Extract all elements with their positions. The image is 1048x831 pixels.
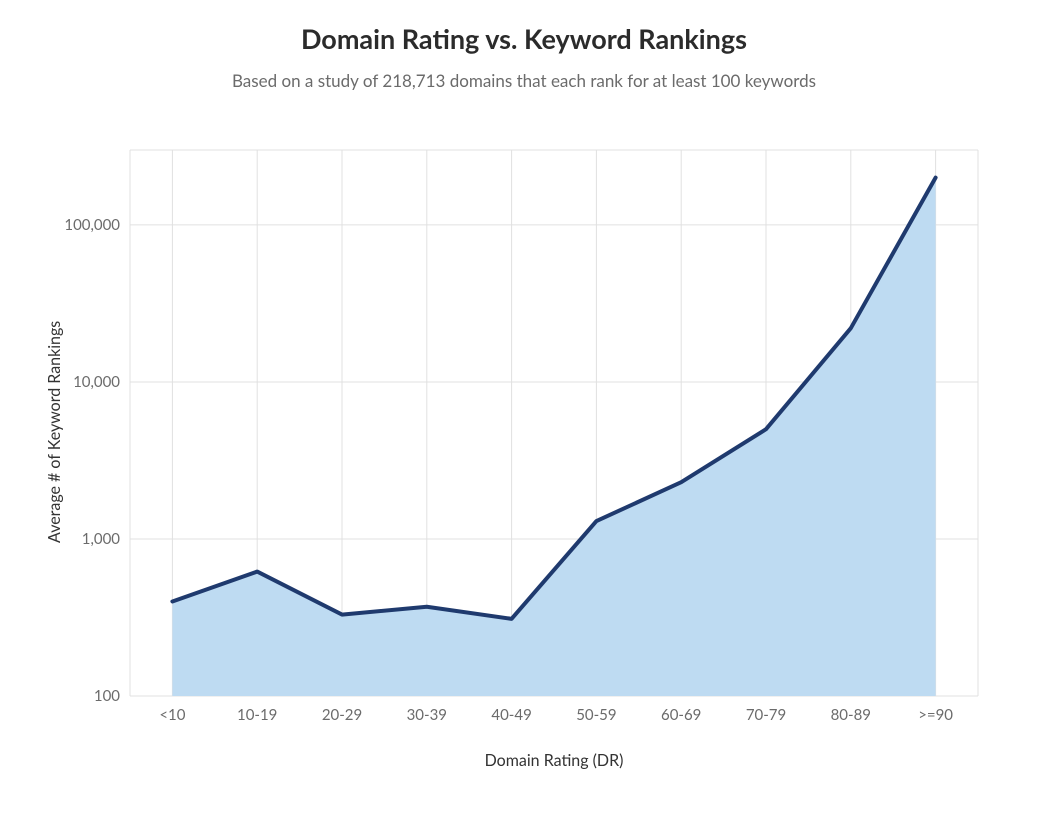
chart-subtitle: Based on a study of 218,713 domains that… xyxy=(0,70,1048,91)
x-tick-label: 10-19 xyxy=(237,706,277,724)
plot-area xyxy=(130,150,978,696)
y-tick-label: 100,000 xyxy=(64,216,120,234)
x-tick-label: <10 xyxy=(159,706,185,724)
x-tick-label: 40-49 xyxy=(491,706,531,724)
x-tick-label: 60-69 xyxy=(661,706,701,724)
x-tick-label: 20-29 xyxy=(322,706,362,724)
x-tick-label: 50-59 xyxy=(576,706,616,724)
chart-container: Domain Rating vs. Keyword Rankings Based… xyxy=(0,0,1048,831)
chart-svg xyxy=(130,150,978,696)
chart-title: Domain Rating vs. Keyword Rankings xyxy=(0,22,1048,55)
x-tick-label: 70-79 xyxy=(746,706,786,724)
y-tick-label: 100 xyxy=(94,687,120,705)
x-axis-label: Domain Rating (DR) xyxy=(130,751,978,770)
x-tick-label: 30-39 xyxy=(407,706,447,724)
y-axis-label: Average # of Keyword Rankings xyxy=(45,321,64,543)
series-area xyxy=(172,178,935,696)
y-tick-label: 1,000 xyxy=(82,530,120,548)
x-tick-label: >=90 xyxy=(918,706,953,724)
x-tick-label: 80-89 xyxy=(831,706,871,724)
y-tick-label: 10,000 xyxy=(73,373,120,391)
